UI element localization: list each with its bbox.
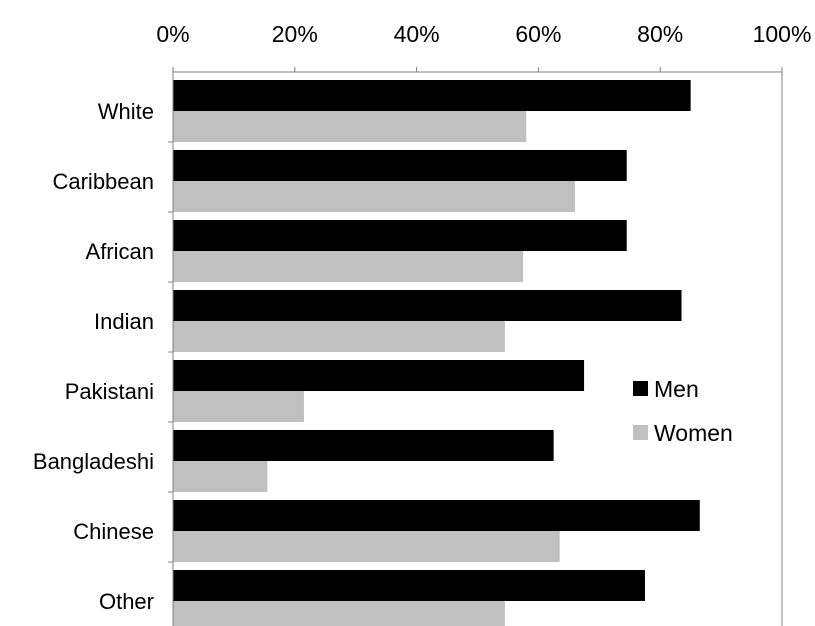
category-label: Chinese xyxy=(73,519,154,544)
bar-women-white xyxy=(173,111,527,142)
legend-swatch-men xyxy=(633,381,648,396)
legend-swatch-women xyxy=(633,425,648,440)
bar-women-other xyxy=(173,601,505,626)
x-tick-label: 0% xyxy=(156,21,189,47)
bar-women-indian xyxy=(173,321,505,352)
bar-women-caribbean xyxy=(173,181,575,212)
bar-men-african xyxy=(173,220,627,251)
bar-men-indian xyxy=(173,290,682,321)
bar-men-chinese xyxy=(173,500,700,531)
bar-women-chinese xyxy=(173,531,560,562)
category-label: Other xyxy=(99,589,154,614)
category-label: African xyxy=(86,239,154,264)
x-tick-label: 100% xyxy=(753,21,812,47)
bar-women-pakistani xyxy=(173,391,304,422)
x-tick-label: 60% xyxy=(515,21,561,47)
bar-men-caribbean xyxy=(173,150,627,181)
bar-women-african xyxy=(173,251,524,282)
bars xyxy=(173,80,700,626)
x-tick-label: 40% xyxy=(394,21,440,47)
bar-men-other xyxy=(173,570,645,601)
category-label: Pakistani xyxy=(65,379,154,404)
bar-men-white xyxy=(173,80,691,111)
bar-men-pakistani xyxy=(173,360,585,391)
category-label: Caribbean xyxy=(52,169,154,194)
x-tick-label: 20% xyxy=(272,21,318,47)
legend-label-women: Women xyxy=(654,420,733,446)
category-labels: White Caribbean African Indian Pakistani Bang… xyxy=(33,99,154,614)
category-label: Indian xyxy=(94,309,154,334)
category-label: White xyxy=(98,99,154,124)
legend: Men Women xyxy=(633,376,733,446)
x-tick-label: 80% xyxy=(637,21,683,47)
legend-label-men: Men xyxy=(654,376,699,402)
x-axis-ticks: 0% 20% 40% 60% 80% 100% xyxy=(156,21,811,72)
bar-men-bangladeshi xyxy=(173,430,554,461)
bar-women-bangladeshi xyxy=(173,461,268,492)
axes xyxy=(168,71,783,626)
category-label: Bangladeshi xyxy=(33,449,154,474)
